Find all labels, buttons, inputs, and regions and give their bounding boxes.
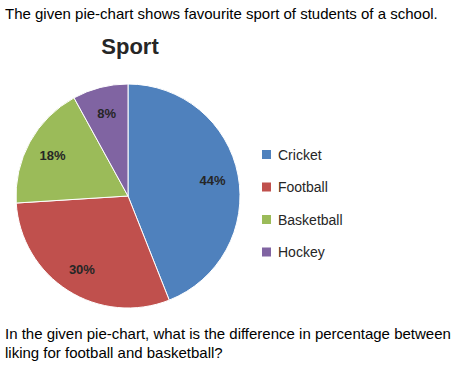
data-label: 30% [69, 262, 95, 277]
question-text: In the given pie-chart, what is the diff… [5, 325, 451, 342]
legend-swatch [262, 150, 271, 159]
data-label: 8% [97, 106, 116, 121]
legend-label: Basketball [278, 212, 343, 228]
legend-swatch [262, 183, 271, 192]
pie [16, 84, 240, 308]
pie-slice [74, 84, 128, 196]
intro-text: The given pie-chart shows favourite spor… [5, 5, 438, 22]
legend-swatch [262, 248, 271, 257]
chart-title: Sport [101, 34, 159, 59]
data-labels: 44% 30% 18% 8% [40, 106, 226, 277]
legend-label: Cricket [278, 147, 322, 163]
legend-label: Hockey [278, 244, 325, 260]
data-label: 18% [40, 148, 66, 163]
legend: Cricket Football Basketball Hockey [262, 147, 343, 261]
chart-svg: The given pie-chart shows favourite spor… [0, 0, 474, 369]
pie-slice [16, 196, 169, 308]
page-root: The given pie-chart shows favourite spor… [0, 0, 474, 369]
legend-swatch [262, 215, 271, 224]
question-text: liking for football and basketball? [5, 344, 223, 361]
data-label: 44% [199, 173, 225, 188]
legend-label: Football [278, 179, 328, 195]
